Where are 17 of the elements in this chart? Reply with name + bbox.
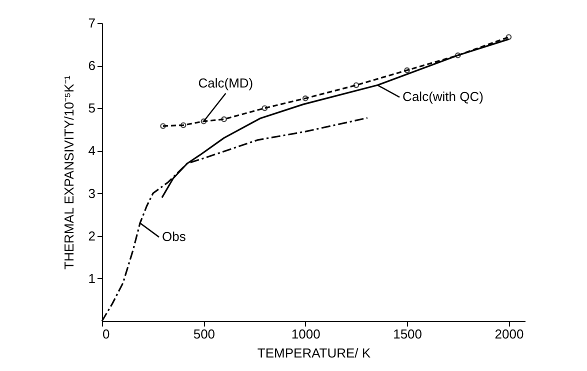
x-tick-label: 0 <box>102 326 110 342</box>
annotation: Obs <box>162 229 186 244</box>
annotation: Calc(MD) <box>198 75 254 90</box>
y-tick-label: 3 <box>88 186 96 201</box>
x-tick-label: 500 <box>193 326 216 342</box>
y-tick-label: 7 <box>88 16 96 30</box>
y-tick-label: 2 <box>88 228 96 244</box>
y-axis-title: THERMAL EXPANSIVITY/10⁻⁵K⁻¹ <box>61 74 76 270</box>
y-tick-label: 4 <box>88 143 96 158</box>
annotation: Calc(with QC) <box>402 89 484 104</box>
x-axis-title: TEMPERATURE/ K <box>257 346 371 360</box>
x-tick-label: 1500 <box>393 326 422 342</box>
y-tick-label: 6 <box>88 58 96 74</box>
x-tick-label: 1000 <box>291 326 320 342</box>
y-tick-label: 5 <box>88 100 96 116</box>
y-tick-label: 1 <box>88 270 96 286</box>
x-tick-label: 2000 <box>494 326 524 342</box>
